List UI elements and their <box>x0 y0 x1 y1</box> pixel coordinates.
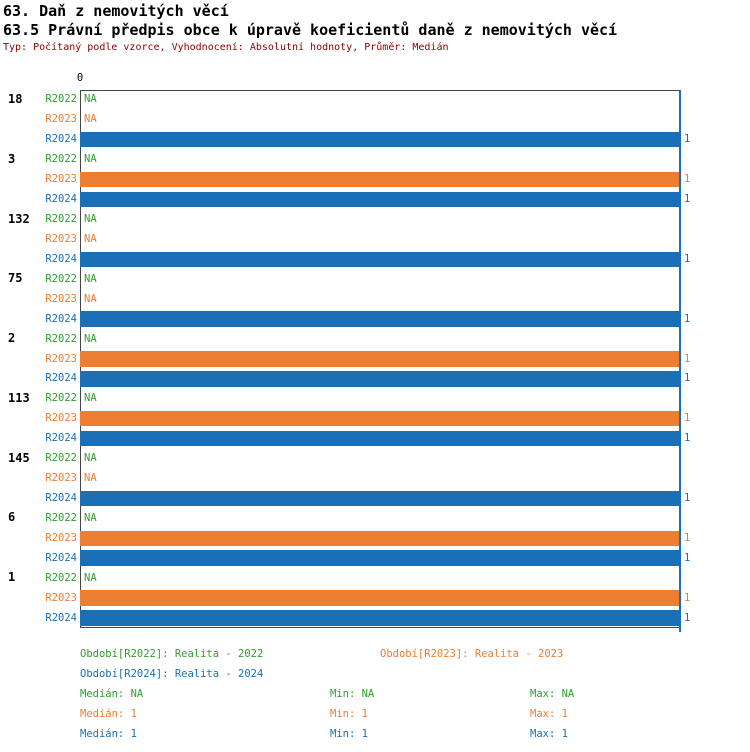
bar-R2023-group-6 <box>80 530 680 546</box>
bar-R2024-group-113 <box>80 430 680 447</box>
bar-value-label: 1 <box>684 352 691 365</box>
series-row-label-R2023: R2023 <box>45 472 77 485</box>
chart-subtitle: 63.5 Právní předpis obce k úpravě koefic… <box>3 21 618 39</box>
series-row-label-R2022: R2022 <box>45 213 77 226</box>
bar-value-label: 1 <box>684 432 691 445</box>
bar-R2023-group-113 <box>80 411 680 427</box>
series-row-label-R2022: R2022 <box>45 571 77 584</box>
bar-R2024-group-3 <box>80 191 680 208</box>
group-label: 1 <box>8 570 16 585</box>
bar-value-label: 1 <box>684 412 691 425</box>
series-row-label-R2022: R2022 <box>45 392 77 405</box>
series-row-label-R2022: R2022 <box>45 332 77 345</box>
na-value-label: NA <box>84 292 97 305</box>
bar-R2024-group-2 <box>80 371 680 387</box>
series-row-label-R2023: R2023 <box>45 113 77 126</box>
series-row-label-R2024: R2024 <box>45 252 77 265</box>
na-value-label: NA <box>84 571 97 584</box>
stat-min-R2023: Min: 1 <box>330 708 368 720</box>
series-row-label-R2023: R2023 <box>45 531 77 544</box>
na-value-label: NA <box>84 93 97 106</box>
na-value-label: NA <box>84 452 97 465</box>
stat-median-R2022: Medián: NA <box>80 688 144 700</box>
series-row-label-R2023: R2023 <box>45 591 77 604</box>
series-row-label-R2024: R2024 <box>45 133 77 146</box>
bar-value-label: 1 <box>684 312 691 325</box>
legend-R2024: Období[R2024]: Realita - 2024 <box>80 668 264 680</box>
na-value-label: NA <box>84 511 97 524</box>
series-row-label-R2024: R2024 <box>45 193 77 206</box>
series-row-label-R2023: R2023 <box>45 352 77 365</box>
group-label: 132 <box>8 211 30 226</box>
bar-R2023-group-1 <box>80 590 680 606</box>
series-row-label-R2022: R2022 <box>45 272 77 285</box>
bar-R2024-group-145 <box>80 490 680 507</box>
bar-value-label: 1 <box>684 551 691 564</box>
stat-min-R2024: Min: 1 <box>330 728 368 740</box>
stat-min-R2022: Min: NA <box>330 688 375 700</box>
na-value-label: NA <box>84 213 97 226</box>
bar-R2024-group-18 <box>80 132 680 148</box>
na-value-label: NA <box>84 272 97 285</box>
bar-R2024-group-75 <box>80 311 680 327</box>
group-label: 113 <box>8 390 30 405</box>
bar-value-label: 1 <box>684 193 691 206</box>
bar-value-label: 1 <box>684 252 691 265</box>
series-row-label-R2023: R2023 <box>45 412 77 425</box>
group-label: 75 <box>8 271 23 286</box>
bar-value-label: 1 <box>684 372 691 385</box>
legend-R2023: Období[R2023]: Realita - 2023 <box>380 648 564 660</box>
stat-median-R2023: Medián: 1 <box>80 708 137 720</box>
series-row-label-R2024: R2024 <box>45 372 77 385</box>
na-value-label: NA <box>84 153 97 166</box>
stat-max-R2023: Max: 1 <box>530 708 568 720</box>
bar-value-label: 1 <box>684 491 691 504</box>
group-label: 2 <box>8 331 16 346</box>
na-value-label: NA <box>84 232 97 245</box>
series-row-label-R2023: R2023 <box>45 173 77 186</box>
stat-max-R2022: Max: NA <box>530 688 575 700</box>
series-row-label-R2022: R2022 <box>45 452 77 465</box>
group-label: 145 <box>8 450 30 465</box>
bar-value-label: 1 <box>684 531 691 544</box>
stat-median-R2024: Medián: 1 <box>80 728 137 740</box>
group-label: 6 <box>8 510 16 525</box>
chart-type-info: Typ: Počítaný podle vzorce, Vyhodnocení:… <box>3 42 449 53</box>
series-row-label-R2024: R2024 <box>45 491 77 504</box>
x-axis-tick-zero: 0 <box>76 72 84 84</box>
series-row-label-R2023: R2023 <box>45 232 77 245</box>
legend-R2022: Období[R2022]: Realita - 2022 <box>80 648 264 660</box>
bar-R2023-group-3 <box>80 171 680 188</box>
bar-R2024-group-1 <box>80 610 680 626</box>
na-value-label: NA <box>84 332 97 345</box>
median-line <box>679 90 681 632</box>
group-label: 3 <box>8 151 16 166</box>
series-row-label-R2024: R2024 <box>45 312 77 325</box>
bar-R2023-group-2 <box>80 351 680 367</box>
series-row-label-R2024: R2024 <box>45 551 77 564</box>
series-row-label-R2022: R2022 <box>45 93 77 106</box>
group-label: 18 <box>8 91 23 106</box>
chart-title: 63. Daň z nemovitých věcí <box>3 2 229 20</box>
series-row-label-R2022: R2022 <box>45 511 77 524</box>
stat-max-R2024: Max: 1 <box>530 728 568 740</box>
series-row-label-R2024: R2024 <box>45 432 77 445</box>
bar-value-label: 1 <box>684 591 691 604</box>
bar-value-label: 1 <box>684 173 691 186</box>
na-value-label: NA <box>84 392 97 405</box>
bar-R2024-group-6 <box>80 550 680 566</box>
bar-value-label: 1 <box>684 611 691 624</box>
na-value-label: NA <box>84 472 97 485</box>
bar-R2024-group-132 <box>80 251 680 268</box>
series-row-label-R2024: R2024 <box>45 611 77 624</box>
series-row-label-R2022: R2022 <box>45 153 77 166</box>
series-row-label-R2023: R2023 <box>45 292 77 305</box>
na-value-label: NA <box>84 113 97 126</box>
bar-value-label: 1 <box>684 133 691 146</box>
